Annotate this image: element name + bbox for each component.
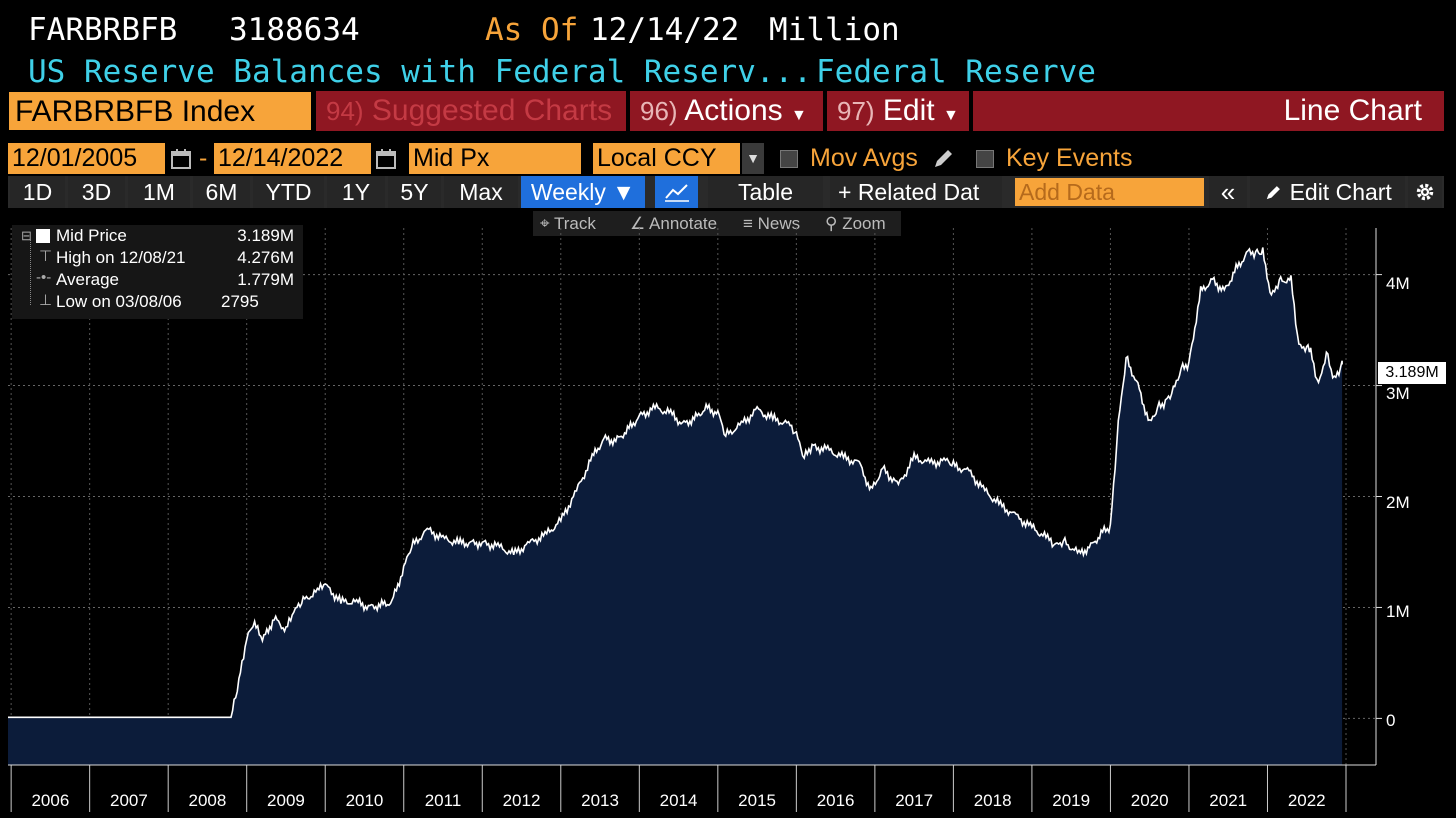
caret-down-icon: ▼ xyxy=(942,107,959,124)
suggested-charts-button[interactable]: 94) Suggested Charts xyxy=(316,91,626,131)
y-tick-label: 3M xyxy=(1386,384,1410,403)
end-date-input[interactable]: 12/14/2022 xyxy=(214,143,371,174)
zoom-button[interactable]: ⚲ Zoom xyxy=(825,211,900,236)
period-3d-button[interactable]: 3D xyxy=(68,176,125,208)
actions-button[interactable]: 96) Actions ▼ xyxy=(630,91,823,131)
y-tick-label: 1M xyxy=(1386,602,1410,621)
average-marker-icon: -•- xyxy=(36,269,52,286)
frequency-select[interactable]: Weekly ▼ xyxy=(521,176,645,208)
collapse-icon[interactable]: « xyxy=(1209,176,1247,208)
chart-type-label: Line Chart xyxy=(973,91,1444,131)
as-of-label: As Of xyxy=(485,12,579,48)
chart-legend[interactable]: ⊟ Mid Price 3.189M ⊤ High on 12/08/21 4.… xyxy=(12,225,303,319)
date-separator: - xyxy=(199,144,208,172)
currency-select[interactable]: Local CCY xyxy=(593,143,740,174)
actions-label: Actions xyxy=(684,94,783,127)
chart-axes xyxy=(8,228,1382,812)
legend-low-value: 2795 xyxy=(221,292,259,311)
line-chart-icon[interactable] xyxy=(655,176,698,208)
x-tick-label: 2014 xyxy=(659,791,698,810)
x-tick-label: 2006 xyxy=(31,791,70,810)
legend-high-value: 4.276M xyxy=(237,248,294,267)
period-max-button[interactable]: Max xyxy=(444,176,518,208)
as-of-date: 12/14/22 xyxy=(590,12,740,48)
legend-series-value: 3.189M xyxy=(237,226,294,245)
related-data-button[interactable]: + Related Dat xyxy=(830,176,1002,208)
x-tick-label: 2019 xyxy=(1052,791,1091,810)
field-select[interactable]: Mid Px xyxy=(409,143,581,174)
legend-average-label: Average xyxy=(56,270,120,289)
table-button[interactable]: Table xyxy=(708,176,823,208)
start-date-input[interactable]: 12/01/2005 xyxy=(8,143,165,174)
edit-chart-button[interactable]: Edit Chart xyxy=(1250,176,1405,208)
ticker-symbol: FARBRBFB xyxy=(28,12,178,48)
x-tick-label: 2020 xyxy=(1130,791,1169,810)
key-events-checkbox[interactable] xyxy=(976,150,994,168)
x-tick-label: 2022 xyxy=(1287,791,1326,810)
x-tick-label: 2012 xyxy=(502,791,541,810)
edit-label: Edit xyxy=(882,94,935,127)
source-label: Federal Reserve xyxy=(816,54,1096,90)
period-1m-button[interactable]: 1M xyxy=(128,176,190,208)
mov-avgs-label: Mov Avgs xyxy=(810,144,918,172)
calendar-icon[interactable] xyxy=(373,146,399,172)
units-label: Million xyxy=(769,12,900,48)
annotate-icon: ∠ xyxy=(630,214,646,233)
crosshair-icon: ⌖ xyxy=(540,214,550,233)
x-tick-label: 2018 xyxy=(973,791,1012,810)
x-tick-label: 2008 xyxy=(188,791,227,810)
high-marker-icon: ⊤ xyxy=(39,248,53,265)
security-description: US Reserve Balances with Federal Reserv.… xyxy=(28,54,812,90)
collapse-tree-icon[interactable]: ⊟ xyxy=(21,228,32,243)
last-value: 3188634 xyxy=(229,12,360,48)
pencil-icon[interactable] xyxy=(930,146,956,172)
x-tick-label: 2009 xyxy=(267,791,305,810)
x-tick-label: 2021 xyxy=(1209,791,1248,810)
mov-avgs-checkbox[interactable] xyxy=(780,150,798,168)
series-swatch xyxy=(36,229,50,243)
news-icon: ≡ xyxy=(743,214,753,233)
add-data-input[interactable]: Add Data xyxy=(1015,178,1204,206)
period-5y-button[interactable]: 5Y xyxy=(388,176,441,208)
y-tick-label: 2M xyxy=(1386,493,1410,512)
x-tick-label: 2017 xyxy=(895,791,934,810)
x-tick-label: 2016 xyxy=(816,791,855,810)
zoom-icon: ⚲ xyxy=(825,214,838,233)
x-tick-label: 2013 xyxy=(581,791,619,810)
legend-series-name: Mid Price xyxy=(56,226,127,245)
period-6m-button[interactable]: 6M xyxy=(193,176,250,208)
track-button[interactable]: ⌖ Track xyxy=(540,211,620,236)
legend-high-label: High on 12/08/21 xyxy=(56,248,186,267)
last-value-marker: 3.189M xyxy=(1378,362,1446,384)
low-marker-icon: ⊥ xyxy=(39,292,53,309)
x-tick-label: 2011 xyxy=(424,791,462,810)
x-tick-label: 2015 xyxy=(738,791,776,810)
period-ytd-button[interactable]: YTD xyxy=(253,176,324,208)
index-field[interactable]: FARBRBFB Index xyxy=(8,91,312,131)
news-button[interactable]: ≡ News xyxy=(743,211,813,236)
period-1d-button[interactable]: 1D xyxy=(10,176,65,208)
tree-line xyxy=(30,239,32,305)
series-line xyxy=(8,247,1343,719)
edit-chart-label: Edit Chart xyxy=(1289,179,1392,205)
legend-average-value: 1.779M xyxy=(237,270,294,289)
calendar-icon[interactable] xyxy=(168,146,194,172)
y-tick-label: 0 xyxy=(1386,711,1396,730)
caret-down-icon[interactable]: ▼ xyxy=(742,143,764,174)
caret-down-icon: ▼ xyxy=(791,107,807,124)
series-area xyxy=(8,247,1343,765)
edit-button[interactable]: 97) Edit ▼ xyxy=(827,91,969,131)
period-1y-button[interactable]: 1Y xyxy=(327,176,385,208)
x-tick-label: 2007 xyxy=(110,791,148,810)
y-tick-label: 4M xyxy=(1386,274,1410,293)
legend-low-label: Low on 03/08/06 xyxy=(56,292,182,311)
annotate-button[interactable]: ∠ Annotate xyxy=(630,211,730,236)
key-events-label: Key Events xyxy=(1006,144,1133,172)
pencil-icon xyxy=(1267,186,1281,200)
gear-icon[interactable] xyxy=(1408,176,1442,208)
suggested-charts-label: Suggested Charts xyxy=(371,94,613,127)
x-tick-label: 2010 xyxy=(345,791,384,810)
